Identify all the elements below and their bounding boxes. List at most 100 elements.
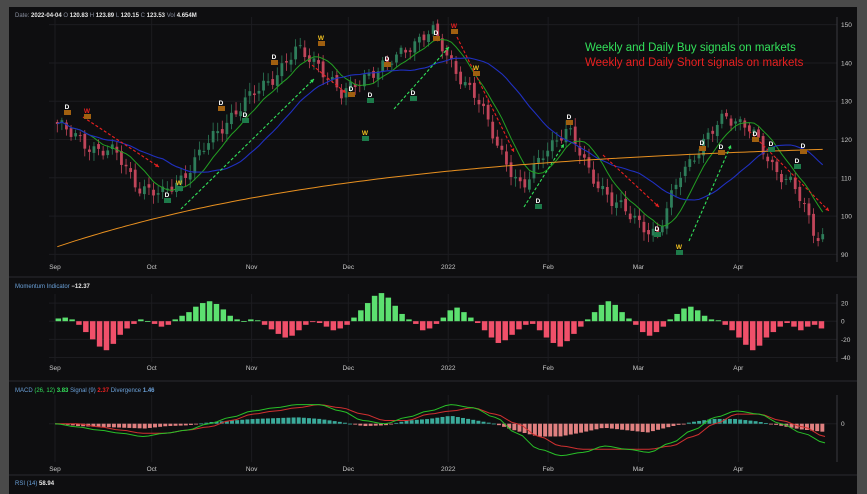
momentum-bar bbox=[543, 321, 550, 338]
macd-histogram-bar bbox=[348, 423, 353, 425]
daily-short-marker-box bbox=[718, 150, 725, 155]
candle-body bbox=[798, 186, 802, 202]
momentum-bar bbox=[468, 317, 474, 322]
candle-body bbox=[500, 145, 504, 150]
macd-histogram-bar bbox=[301, 417, 306, 424]
daily-short-marker: D bbox=[65, 104, 70, 111]
short-signal-arrow bbox=[748, 130, 830, 212]
short-annotation: Weekly and Daily Short signals on market… bbox=[585, 57, 804, 69]
buy-signal-arrow-head bbox=[310, 79, 314, 83]
candle-body bbox=[537, 157, 540, 163]
candle-body bbox=[514, 176, 518, 179]
momentum-bar bbox=[227, 315, 233, 322]
candle-body bbox=[679, 177, 683, 188]
macd-histogram-bar bbox=[563, 423, 568, 436]
short-signal-arrow bbox=[82, 116, 160, 168]
momentum-bar bbox=[186, 312, 192, 322]
momentum-bar bbox=[172, 319, 178, 322]
momentum-bar bbox=[323, 321, 330, 327]
daily-short-marker-box bbox=[218, 106, 225, 111]
x-tick-label: Dec bbox=[343, 264, 355, 271]
candle-body bbox=[188, 172, 192, 180]
weekly-short-marker-box bbox=[473, 71, 480, 76]
macd-histogram-bar bbox=[173, 423, 178, 426]
momentum-bar bbox=[110, 321, 117, 344]
momentum-bar bbox=[385, 297, 392, 322]
momentum-bar bbox=[316, 321, 323, 324]
candle-body bbox=[692, 160, 696, 162]
momentum-bar bbox=[488, 321, 495, 338]
momentum-bar bbox=[495, 321, 502, 343]
weekly-buy-marker: W bbox=[362, 130, 369, 137]
candle-body bbox=[65, 122, 68, 130]
macd-histogram-bar bbox=[579, 423, 584, 433]
macd-histogram-bar bbox=[342, 422, 347, 424]
momentum-bar bbox=[571, 321, 577, 334]
macd-histogram-bar bbox=[712, 418, 717, 424]
macd-histogram-bar bbox=[425, 419, 430, 424]
macd-histogram-bar bbox=[91, 423, 96, 427]
y-tick-label: 90 bbox=[841, 252, 849, 259]
momentum-bar bbox=[158, 321, 165, 327]
momentum-bar bbox=[536, 321, 543, 331]
momentum-bar bbox=[69, 319, 75, 322]
candle-body bbox=[216, 131, 220, 134]
momentum-bar bbox=[784, 321, 790, 324]
candle-body bbox=[752, 129, 756, 134]
candle-body bbox=[738, 119, 742, 123]
short-signal-arrow-head bbox=[342, 89, 346, 93]
macd-histogram-bar bbox=[656, 423, 661, 430]
momentum-bar bbox=[296, 321, 302, 331]
macd-histogram-bar bbox=[117, 423, 122, 428]
momentum-bar bbox=[103, 321, 110, 351]
short-signal-arrow-head bbox=[655, 203, 659, 207]
candle-body bbox=[230, 112, 233, 125]
momentum-bar bbox=[818, 321, 825, 329]
candle-body bbox=[211, 130, 215, 143]
weekly-short-marker: W bbox=[84, 108, 91, 115]
momentum-bar bbox=[268, 321, 275, 330]
y-tick-label: 130 bbox=[841, 99, 852, 106]
momentum-bar bbox=[275, 321, 282, 334]
macd-histogram-bar bbox=[122, 423, 127, 428]
macd-histogram-bar bbox=[147, 423, 152, 428]
candle-body bbox=[637, 215, 641, 221]
candle-body bbox=[381, 60, 385, 72]
daily-short-marker: D bbox=[567, 114, 572, 121]
daily-buy-marker: D bbox=[536, 198, 541, 205]
momentum-bar bbox=[804, 321, 811, 327]
candle-body bbox=[257, 90, 261, 94]
daily-buy-marker-box bbox=[410, 96, 417, 101]
weekly-buy-marker-box bbox=[676, 250, 683, 255]
macd-histogram-bar bbox=[373, 423, 378, 426]
macd-histogram-bar bbox=[296, 417, 301, 424]
momentum-bar bbox=[598, 304, 605, 322]
macd-histogram-bar bbox=[661, 423, 666, 429]
momentum-bar bbox=[674, 313, 680, 322]
momentum-bar bbox=[124, 321, 130, 329]
momentum-bar bbox=[303, 321, 309, 325]
y-tick-label: -40 bbox=[841, 355, 851, 362]
macd-histogram-bar bbox=[435, 417, 440, 424]
weekly-short-marker-box bbox=[451, 29, 458, 34]
daily-buy-marker-box bbox=[367, 98, 374, 103]
momentum-bar bbox=[578, 321, 584, 327]
short-signal-arrow bbox=[602, 154, 660, 208]
momentum-bar bbox=[344, 321, 350, 325]
candle-body bbox=[252, 93, 256, 96]
momentum-bar bbox=[722, 321, 728, 325]
x-tick-label: 2022 bbox=[441, 264, 456, 271]
macd-histogram-bar bbox=[589, 423, 594, 431]
candle-body bbox=[436, 23, 440, 36]
candle-body bbox=[239, 111, 243, 117]
price-chart[interactable]: Sep Sep Sep Oct Oct Oct Nov Nov Nov Dec Dec Dec 2022… bbox=[9, 7, 857, 494]
momentum-bar bbox=[564, 321, 570, 342]
momentum-bar bbox=[694, 310, 701, 322]
x-tick-label: Apr bbox=[733, 466, 744, 473]
daily-buy-marker: D bbox=[655, 226, 660, 233]
macd-histogram-bar bbox=[722, 418, 727, 424]
x-tick-label: Oct bbox=[147, 466, 157, 473]
momentum-bar bbox=[117, 321, 123, 335]
momentum-bar bbox=[591, 312, 598, 322]
macd-histogram-bar bbox=[317, 418, 322, 424]
